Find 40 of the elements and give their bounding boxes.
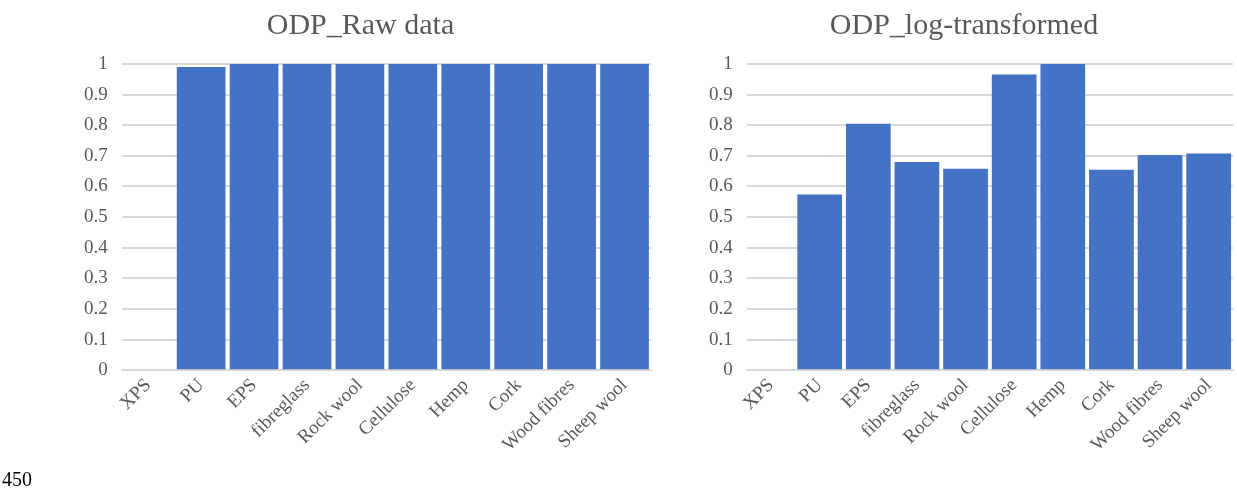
x-tick-label: XPS	[737, 373, 778, 414]
y-tick-label: 0.7	[84, 143, 108, 165]
y-tick-label: 0.2	[84, 296, 108, 318]
text: 450	[2, 468, 32, 491]
y-tick-label: 0.5	[709, 205, 733, 227]
y-tick-label: 0.1	[709, 327, 733, 349]
y-tick-label: 0.4	[709, 235, 734, 257]
bar	[991, 74, 1037, 370]
x-tick-label: XPS	[115, 373, 155, 414]
chart-title: ODP_Raw data	[266, 6, 455, 40]
y-tick-label: 0.6	[84, 174, 108, 196]
y-tick-label: 0.3	[709, 266, 733, 288]
y-tick-label: 0.4	[84, 235, 109, 257]
y-tick-label: 0.2	[709, 296, 733, 318]
bar	[845, 123, 891, 370]
bar	[894, 161, 940, 370]
y-tick-label: 0.9	[84, 82, 108, 104]
bar	[1137, 154, 1183, 370]
y-tick-label: 0.1	[84, 327, 108, 349]
bar	[1186, 153, 1232, 370]
y-tick-label: 0.8	[709, 113, 733, 135]
chart-title: ODP_log-transformed	[829, 6, 1099, 40]
bar	[1089, 169, 1134, 370]
x-tick-label: Cork	[1076, 373, 1119, 416]
bar	[943, 168, 988, 370]
y-tick-label: 0.6	[709, 174, 733, 196]
bar	[797, 194, 843, 370]
y-tick-label: 0	[98, 358, 108, 380]
y-tick-label: 1	[723, 51, 733, 73]
y-tick-label: 0.3	[84, 266, 108, 288]
y-tick-label: 0.7	[709, 143, 733, 165]
x-tick-label: PU	[794, 373, 827, 406]
x-tick-label: Cork	[483, 373, 526, 416]
y-tick-label: 0.5	[84, 205, 108, 227]
y-tick-label: 0	[723, 358, 733, 380]
y-tick-label: 1	[98, 51, 108, 73]
bar	[1040, 64, 1086, 370]
y-tick-label: 0.9	[709, 82, 733, 104]
y-tick-label: 0.8	[84, 113, 108, 135]
x-tick-label: PU	[175, 373, 208, 406]
